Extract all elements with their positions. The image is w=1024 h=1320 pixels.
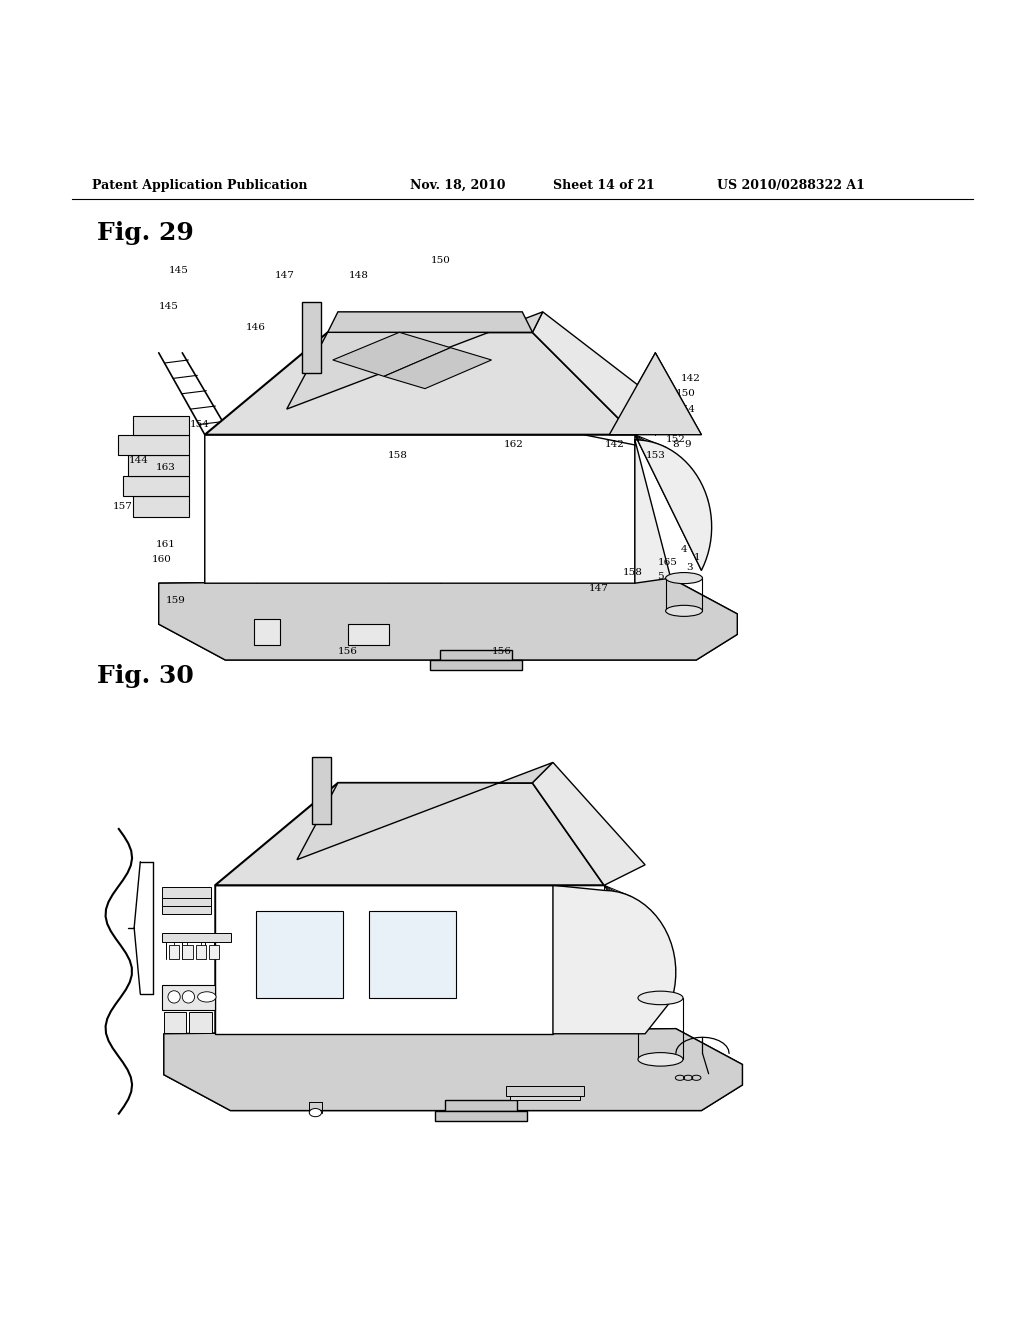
Bar [189,1012,212,1032]
Text: 153: 153 [343,354,364,363]
Text: 153: 153 [645,450,666,459]
Text: 154: 154 [189,420,210,429]
Text: 152: 152 [666,436,686,445]
Text: 1: 1 [694,553,700,562]
Bar [506,1086,584,1096]
Ellipse shape [666,606,702,616]
Text: 4: 4 [681,545,687,554]
Bar [254,619,280,644]
Polygon shape [159,578,737,660]
Polygon shape [430,660,522,671]
Bar [133,416,189,434]
Text: 164: 164 [326,400,346,408]
Text: 163: 163 [156,463,176,473]
Text: 162: 162 [504,441,524,449]
Polygon shape [440,649,512,660]
Bar [312,758,331,824]
Text: 148: 148 [348,272,369,281]
Ellipse shape [309,1109,322,1117]
Text: 145: 145 [169,267,189,276]
Bar [302,301,321,374]
Polygon shape [532,763,645,886]
Text: 146: 146 [246,322,266,331]
Bar [182,945,193,960]
Bar [118,434,189,455]
Text: Fig. 29: Fig. 29 [97,222,195,246]
Bar [162,985,215,1010]
Bar [348,624,389,644]
Text: 3: 3 [686,564,692,573]
Text: 147: 147 [274,272,295,281]
Text: 142: 142 [604,441,625,449]
Text: 8: 8 [673,441,679,449]
Text: Patent Application Publication: Patent Application Publication [92,180,307,191]
Text: 158: 158 [387,450,408,459]
Polygon shape [287,312,543,409]
Text: 150: 150 [676,389,696,399]
Circle shape [168,991,180,1003]
Text: 147: 147 [589,583,609,593]
Polygon shape [215,859,297,1034]
Polygon shape [205,409,287,583]
Text: 160: 160 [152,556,172,564]
Polygon shape [609,352,701,434]
Bar [133,496,189,516]
Text: 150: 150 [430,256,451,265]
Polygon shape [205,333,635,434]
Bar [369,911,456,998]
Text: 145: 145 [159,302,179,312]
Polygon shape [215,783,604,886]
Polygon shape [205,434,635,583]
Text: 159: 159 [166,597,186,605]
Bar [162,895,211,906]
Polygon shape [635,434,712,583]
Text: 158: 158 [623,569,643,577]
Text: 154: 154 [676,405,696,413]
Polygon shape [164,1028,742,1110]
Bar [123,475,189,496]
Ellipse shape [198,991,216,1002]
Polygon shape [553,886,676,1034]
Bar [209,945,219,960]
Ellipse shape [666,573,702,583]
Text: 142: 142 [681,374,701,383]
Text: 9: 9 [685,441,691,449]
Polygon shape [159,578,737,660]
Text: Fig. 30: Fig. 30 [97,664,194,688]
Text: Nov. 18, 2010: Nov. 18, 2010 [410,180,505,191]
Bar [162,904,211,913]
Bar [162,887,211,898]
Text: 155: 155 [676,420,696,429]
Text: US 2010/0288322 A1: US 2010/0288322 A1 [717,180,864,191]
Text: 156: 156 [492,647,512,656]
Polygon shape [328,312,532,333]
Polygon shape [215,886,553,1034]
Polygon shape [333,333,451,376]
Bar [128,455,189,475]
Text: 157: 157 [113,502,133,511]
Polygon shape [445,1101,517,1110]
Polygon shape [532,312,676,434]
Circle shape [182,991,195,1003]
Text: Sheet 14 of 21: Sheet 14 of 21 [553,180,654,191]
Bar [164,1012,186,1032]
Text: 175: 175 [374,359,394,367]
Bar [510,1086,580,1101]
Polygon shape [297,763,553,859]
Text: 144: 144 [128,455,148,465]
Text: 165: 165 [657,558,678,568]
Text: 156: 156 [315,354,336,363]
Bar [162,933,231,941]
Text: 5: 5 [657,572,664,581]
Text: 156: 156 [338,647,358,656]
Ellipse shape [638,991,683,1005]
Ellipse shape [638,1052,683,1067]
Bar [196,945,206,960]
Bar [169,945,179,960]
Text: 161: 161 [156,540,176,549]
Polygon shape [384,347,492,388]
Polygon shape [164,1028,742,1110]
Bar [256,911,343,998]
Polygon shape [435,1110,527,1121]
